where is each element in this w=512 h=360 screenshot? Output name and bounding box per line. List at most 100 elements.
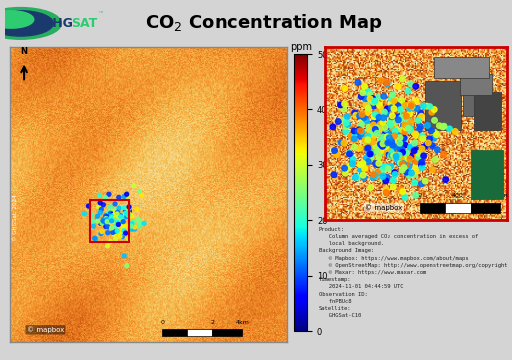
Point (352, 112, 360, 118)
Point (343, 114, 351, 120)
Point (381, 178, 390, 184)
Point (375, 161, 383, 166)
Point (405, 172, 413, 178)
Point (419, 153, 428, 159)
Point (118, 205, 126, 211)
Point (382, 190, 390, 195)
Point (392, 127, 400, 132)
Point (109, 213, 117, 219)
Point (376, 143, 384, 149)
Point (407, 102, 415, 107)
Point (393, 146, 401, 152)
Point (342, 129, 350, 134)
Point (358, 118, 367, 124)
Point (398, 167, 407, 173)
Point (417, 135, 425, 141)
Point (440, 123, 448, 129)
Point (382, 151, 391, 157)
Point (106, 239, 115, 244)
Point (114, 217, 122, 223)
Point (372, 99, 380, 104)
Text: SAT: SAT (71, 17, 97, 30)
Point (364, 145, 372, 151)
Point (422, 103, 431, 109)
Point (385, 137, 393, 143)
Point (373, 162, 381, 168)
Point (411, 172, 419, 177)
Point (125, 205, 133, 211)
Point (127, 213, 136, 219)
Point (396, 160, 404, 166)
Point (396, 116, 404, 122)
Point (364, 89, 372, 95)
Point (383, 110, 391, 116)
Point (403, 155, 412, 161)
Bar (471, 203, 500, 213)
Point (124, 236, 133, 242)
Point (412, 164, 420, 170)
Point (395, 149, 403, 154)
Point (430, 107, 438, 112)
Point (389, 142, 397, 148)
Point (384, 140, 392, 146)
Text: 0: 0 (160, 320, 164, 325)
Point (387, 105, 395, 111)
Text: © mapbox: © mapbox (27, 327, 64, 333)
Point (356, 133, 364, 139)
Point (398, 155, 407, 161)
Point (379, 114, 387, 120)
Point (358, 112, 366, 117)
Point (391, 128, 399, 134)
Point (361, 162, 369, 167)
Point (107, 215, 115, 221)
Point (365, 150, 373, 156)
Point (390, 133, 398, 139)
Point (394, 103, 402, 108)
Point (369, 99, 377, 105)
Point (330, 172, 338, 177)
Point (425, 136, 434, 142)
Point (103, 219, 111, 225)
Point (329, 124, 337, 130)
Point (130, 219, 138, 225)
Point (356, 128, 365, 134)
Point (362, 103, 370, 109)
Point (88, 212, 96, 218)
Point (122, 210, 131, 216)
Point (101, 224, 110, 229)
Point (428, 167, 436, 172)
Point (102, 215, 111, 221)
Point (400, 160, 409, 166)
Point (124, 207, 132, 212)
Point (384, 166, 392, 171)
Point (391, 100, 399, 105)
Point (125, 208, 134, 214)
Point (390, 98, 398, 104)
Point (411, 180, 419, 186)
Point (96, 200, 104, 206)
Point (389, 177, 397, 183)
Point (370, 120, 378, 126)
Point (108, 218, 116, 224)
Point (408, 104, 416, 109)
Point (330, 148, 338, 153)
Point (407, 145, 415, 151)
Point (364, 105, 372, 111)
Point (374, 170, 382, 176)
Point (431, 130, 439, 135)
Point (451, 129, 459, 134)
Point (391, 142, 399, 148)
Point (123, 213, 131, 219)
Point (104, 230, 112, 235)
Point (395, 147, 403, 152)
Point (377, 78, 385, 84)
Point (102, 220, 110, 226)
Point (399, 136, 408, 142)
Point (122, 214, 130, 220)
Point (110, 217, 118, 222)
Point (401, 122, 409, 128)
Bar (474, 92, 501, 130)
Point (97, 207, 105, 213)
Point (359, 114, 368, 120)
Point (89, 223, 97, 229)
